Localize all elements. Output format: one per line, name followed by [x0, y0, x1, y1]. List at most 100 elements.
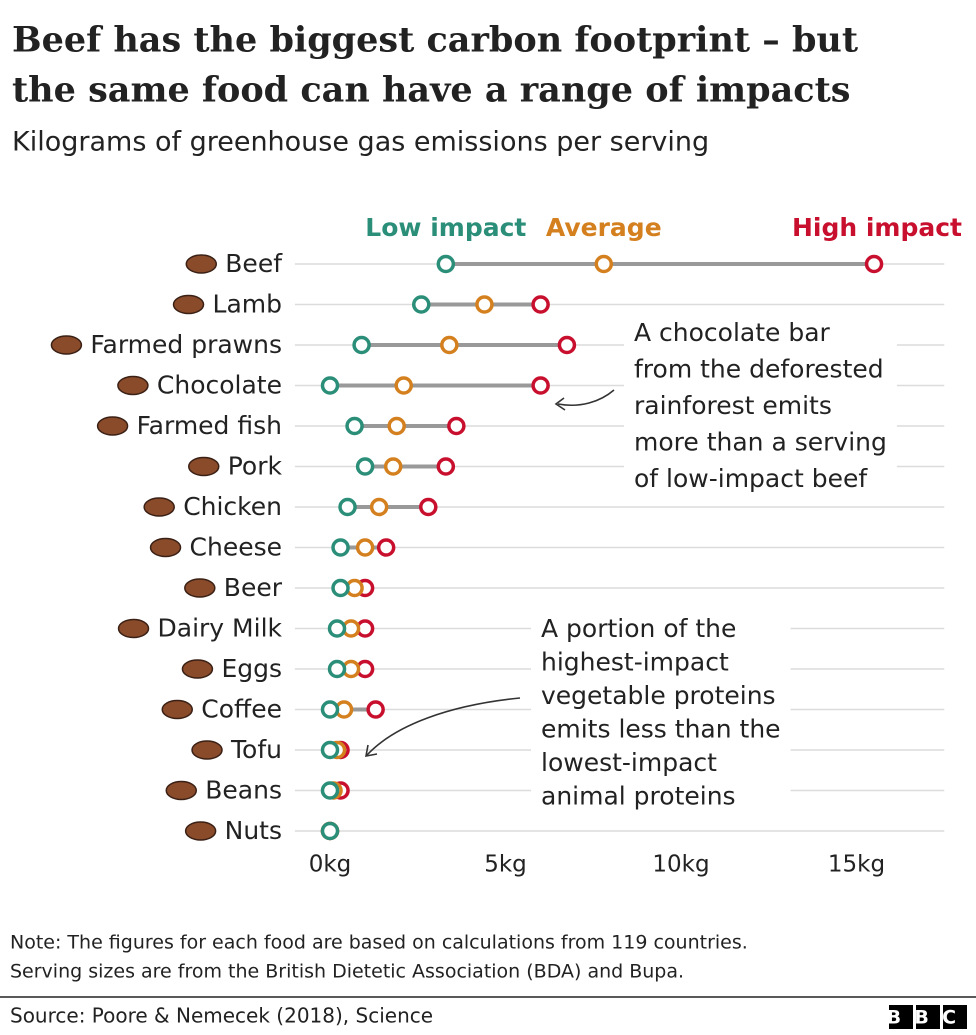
- category-label: Eggs: [221, 654, 282, 683]
- logo-box: [943, 1005, 967, 1029]
- annotation-line: from the deforested: [634, 355, 884, 384]
- dot: [419, 497, 438, 517]
- food-icon: [117, 375, 149, 396]
- x-tick-label: 10kg: [652, 852, 709, 878]
- dot: [436, 254, 456, 274]
- logo: BBC: [887, 1005, 970, 1029]
- food-icon: [165, 780, 198, 801]
- dot: [320, 740, 340, 760]
- dot: [412, 295, 431, 314]
- dot: [352, 335, 371, 355]
- food-icon: [96, 416, 129, 436]
- category-label: Chocolate: [157, 371, 282, 400]
- annotation-line: highest-impact: [541, 648, 729, 677]
- note-line: Serving sizes are from the British Diete…: [10, 961, 684, 983]
- food-icon: [185, 254, 218, 274]
- dot: [355, 457, 375, 476]
- arrow: [366, 697, 521, 756]
- logo-box: [916, 1005, 940, 1029]
- food-icon: [117, 618, 150, 639]
- dot: [369, 497, 389, 517]
- annotation: A portion of the highest-impact vegetable …: [531, 612, 791, 813]
- dot: [327, 659, 347, 679]
- dot: [320, 821, 340, 841]
- category-label: Beer: [224, 573, 283, 602]
- x-tick-label: 15kg: [828, 852, 885, 878]
- dot: [394, 376, 413, 395]
- note-line: Note: The figures for each food are base…: [10, 932, 748, 954]
- dot: [387, 416, 406, 436]
- food-icon: [181, 659, 214, 679]
- logo-box: [889, 1005, 913, 1029]
- annotation-line: A chocolate bar: [634, 318, 831, 347]
- dot: [320, 376, 340, 395]
- annotation-line: animal proteins: [541, 782, 736, 811]
- arrow: [557, 389, 615, 406]
- dot: [338, 497, 357, 517]
- food-icon: [188, 456, 220, 477]
- dot: [355, 538, 375, 557]
- category-label: Farmed fish: [137, 411, 282, 440]
- title-line: Beef has the biggest carbon footprint – …: [12, 20, 858, 61]
- title-line: the same food can have a range of impact…: [12, 70, 850, 111]
- dot: [327, 619, 347, 638]
- category-label: Beans: [205, 776, 282, 805]
- annotation-bg: [531, 612, 791, 813]
- dot: [475, 295, 494, 314]
- category-label: Cheese: [190, 533, 282, 562]
- annotation-line: of low-impact beef: [634, 464, 868, 493]
- x-tick-label: 0kg: [309, 852, 352, 878]
- category-label: Dairy Milk: [158, 614, 283, 643]
- category-label: Coffee: [201, 695, 282, 724]
- annotation-bg: [624, 316, 897, 495]
- food-icon: [161, 699, 193, 720]
- legend-label: High impact: [792, 213, 962, 242]
- food-icon: [143, 497, 175, 517]
- dot: [557, 335, 577, 355]
- logo-text: BBC: [887, 1007, 970, 1029]
- dot: [366, 700, 385, 719]
- food-icon: [149, 537, 182, 558]
- dot: [320, 781, 340, 800]
- arrowhead: [365, 744, 378, 757]
- legend-label: Low impact: [365, 213, 526, 242]
- dot: [320, 700, 340, 719]
- category-label: Nuts: [225, 816, 282, 845]
- dot: [331, 578, 350, 598]
- category-label: Farmed prawns: [90, 330, 282, 359]
- category-label: Lamb: [213, 290, 282, 319]
- food-icon: [172, 294, 205, 315]
- annotation-line: more than a serving: [634, 428, 887, 457]
- dot: [440, 335, 459, 355]
- annotations: A chocolate bar from the deforested rainfo…: [531, 316, 897, 813]
- annotation: A chocolate bar from the deforested rainfo…: [624, 316, 897, 495]
- food-icon: [191, 740, 223, 760]
- source: Source: Poore & Nemecek (2018), Science: [10, 1004, 433, 1028]
- x-tick-label: 5kg: [484, 852, 527, 878]
- category-label: Tofu: [230, 735, 282, 764]
- food-icon: [50, 335, 83, 355]
- dot: [447, 416, 466, 436]
- subtitle: Kilograms of greenhouse gas emissions pe…: [12, 127, 709, 158]
- dot: [531, 295, 550, 314]
- food-icon: [184, 821, 217, 841]
- food-icon: [184, 578, 216, 598]
- dot: [864, 254, 884, 274]
- category-label: Pork: [228, 452, 283, 481]
- annotation-line: rainforest emits: [634, 391, 832, 420]
- note: Note: The figures for each food are base…: [10, 932, 748, 983]
- dot: [376, 538, 396, 557]
- dot: [531, 376, 550, 395]
- dot: [436, 457, 456, 476]
- annotation-line: A portion of the: [541, 614, 736, 643]
- title: Beef has the biggest carbon footprint – …: [12, 20, 858, 111]
- category-label: Beef: [225, 249, 283, 278]
- legend-label: Average: [546, 213, 662, 242]
- annotation-line: emits less than the: [541, 715, 781, 744]
- annotation-line: lowest-impact: [541, 748, 717, 777]
- dot: [345, 416, 364, 436]
- dot: [383, 457, 403, 476]
- arrowhead: [554, 397, 566, 411]
- dot: [594, 254, 614, 274]
